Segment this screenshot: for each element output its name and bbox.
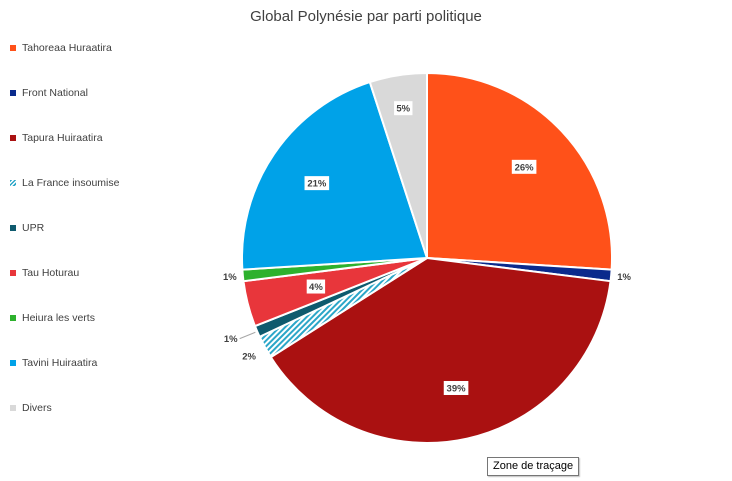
data-label-box <box>394 101 413 116</box>
legend-label: Front National <box>22 87 88 99</box>
data-label-text: 4% <box>309 282 323 293</box>
data-label-box <box>511 159 537 174</box>
leader-line <box>239 331 256 340</box>
legend-label: Tau Hoturau <box>22 267 80 279</box>
legend-item-la-france-insoumise: La France insoumise <box>10 175 190 191</box>
slice-tavini-huiraatira <box>241 81 428 271</box>
tooltip: Zone de traçage <box>487 457 580 476</box>
data-label-upr: 1% <box>224 334 238 345</box>
data-label-tau-hoturau: 4% <box>306 279 326 294</box>
data-label-text: 26% <box>515 162 535 173</box>
legend-label: La France insoumise <box>22 177 120 189</box>
data-label-tahoreaa-huraatira: 26% <box>511 159 537 174</box>
data-label-box <box>306 279 326 294</box>
legend-label: UPR <box>22 222 45 234</box>
data-label-text: 1% <box>617 272 631 283</box>
legend-item-tau-hoturau: Tau Hoturau <box>10 265 190 281</box>
legend-item-tapura-huiraatira: Tapura Huiraatira <box>10 130 190 146</box>
leader-lines <box>239 331 256 340</box>
data-labels: 26% 1% 39% 2% 1% 4% 1% 21% 5% <box>223 101 632 395</box>
slice-divers <box>368 72 428 259</box>
legend-label: Tahoreaa Huraatira <box>22 42 112 54</box>
data-label-text: 21% <box>307 179 327 190</box>
legend-swatch <box>10 360 16 366</box>
data-label-text: 2% <box>242 351 256 362</box>
legend-label: Tapura Huiraatira <box>22 132 103 144</box>
legend-item-upr: UPR <box>10 220 190 236</box>
chart-title: Global Polynésie par parti politique <box>250 8 482 25</box>
legend-swatch <box>10 270 16 276</box>
data-label-divers: 5% <box>394 101 413 116</box>
legend-swatch <box>10 225 16 231</box>
legend-swatch <box>10 45 16 51</box>
data-label-box <box>304 176 330 191</box>
legend-label: Heiura les verts <box>22 312 95 324</box>
data-label-text: 1% <box>224 334 238 345</box>
pie-slices <box>241 72 613 444</box>
legend-item-divers: Divers <box>10 400 190 416</box>
data-label-text: 1% <box>223 272 237 283</box>
data-label-text: 39% <box>447 383 467 394</box>
legend-item-tahoreaa-huraatira: Tahoreaa Huraatira <box>10 40 190 56</box>
legend-swatch <box>10 405 16 411</box>
legend-swatch <box>10 180 16 186</box>
data-label-front-national: 1% <box>617 272 631 283</box>
legend-label: Divers <box>22 402 52 414</box>
data-label-heiura-les-verts: 1% <box>223 272 237 283</box>
legend-item-tavini-huiraatira: Tavini Huiraatira <box>10 355 190 371</box>
legend-item-heiura-les-verts: Heiura les verts <box>10 310 190 326</box>
legend-swatch <box>10 90 16 96</box>
legend-item-front-national: Front National <box>10 85 190 101</box>
data-label-la-france-insoumise: 2% <box>242 351 256 362</box>
legend-swatch <box>10 315 16 321</box>
data-label-box <box>443 380 469 395</box>
legend-swatch <box>10 135 16 141</box>
data-label-tapura-huiraatira: 39% <box>443 380 469 395</box>
legend-label: Tavini Huiraatira <box>22 357 98 369</box>
data-label-tavini-huiraatira: 21% <box>304 176 330 191</box>
data-label-text: 5% <box>396 104 410 115</box>
